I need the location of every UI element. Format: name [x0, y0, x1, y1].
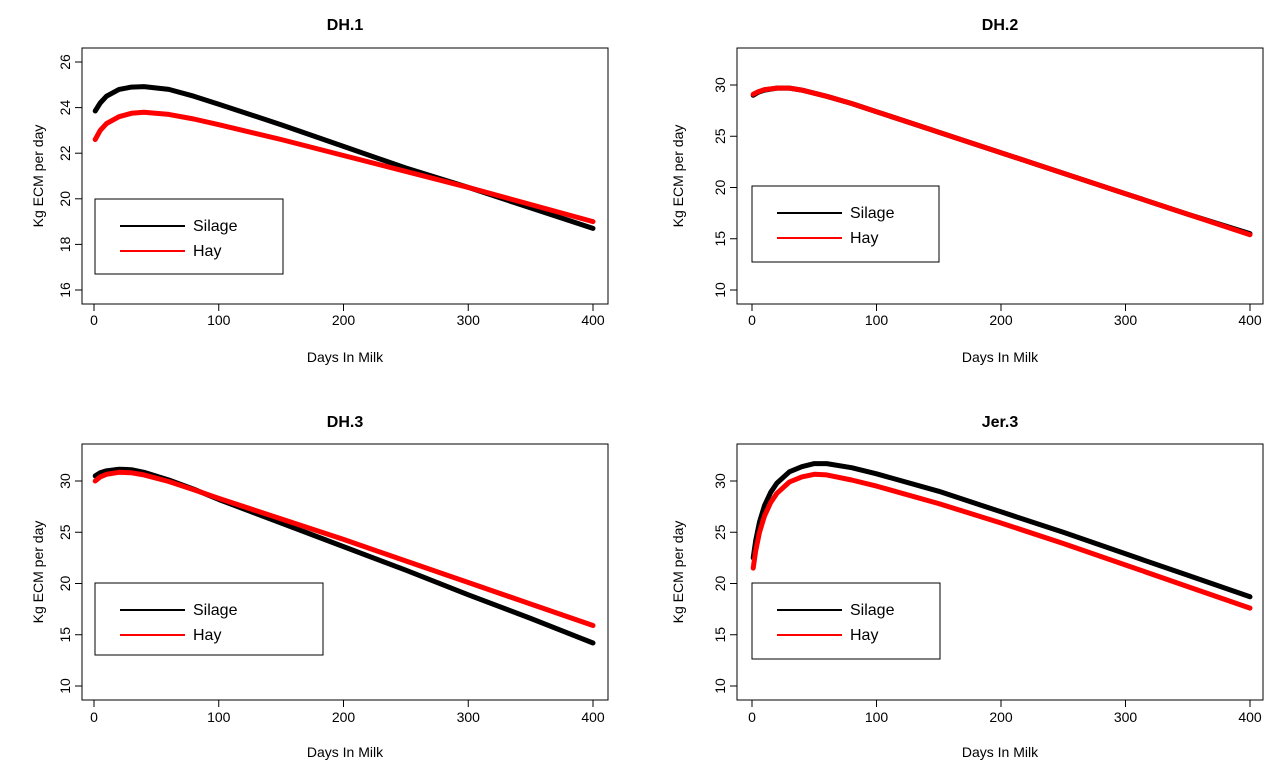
x-axis-label: Days In Milk — [307, 744, 384, 760]
y-axis-label: Kg ECM per day — [30, 125, 46, 228]
y-tick-label: 15 — [712, 231, 728, 247]
x-tick-label: 400 — [1238, 709, 1262, 725]
x-tick-label: 0 — [90, 312, 98, 328]
chart-title: DH.2 — [982, 17, 1019, 34]
series-line-hay — [92, 469, 596, 628]
legend: Silage Hay — [94, 582, 324, 656]
y-tick-label: 25 — [57, 524, 73, 540]
legend-label: Silage — [850, 205, 895, 222]
x-tick-label: 200 — [989, 709, 1013, 725]
chart-title: DH.1 — [327, 17, 364, 34]
x-tick-label: 300 — [457, 709, 481, 725]
y-axis-label: Kg ECM per day — [670, 521, 686, 624]
legend-label: Silage — [850, 602, 895, 619]
legend: Silage Hay — [94, 198, 284, 275]
legend-box — [94, 198, 284, 275]
x-tick-label: 0 — [748, 312, 756, 328]
series-line-silage — [750, 461, 1253, 600]
chart-title: Jer.3 — [982, 414, 1019, 431]
x-tick-label: 400 — [581, 709, 605, 725]
legend-label: Hay — [193, 627, 221, 644]
y-tick-label: 30 — [712, 473, 728, 489]
legend-box — [751, 185, 940, 263]
y-tick-label: 16 — [57, 282, 73, 298]
x-tick-label: 0 — [748, 709, 756, 725]
chart-panel-1: DH.1 0 100 200 300 400 Days In Milk 16 18 20 22 24 2… — [30, 17, 609, 365]
x-tick-label: 200 — [989, 312, 1013, 328]
y-tick-label: 20 — [712, 576, 728, 592]
x-tick-label: 300 — [1114, 709, 1138, 725]
y-tick-label: 15 — [57, 627, 73, 643]
legend-label: Hay — [850, 627, 878, 644]
x-axis-label: Days In Milk — [962, 349, 1039, 365]
plot-frame — [81, 443, 609, 701]
x-tick-label: 300 — [1114, 312, 1138, 328]
chart-panel-4: Jer.3 0 100 200 300 400 Days In Milk 10 15 20 25 30… — [670, 414, 1264, 760]
y-tick-label: 30 — [712, 77, 728, 93]
x-tick-label: 100 — [865, 709, 889, 725]
y-tick-label: 18 — [57, 236, 73, 252]
y-tick-label: 22 — [57, 145, 73, 161]
y-tick-label: 15 — [712, 627, 728, 643]
y-tick-label: 20 — [57, 191, 73, 207]
legend-box — [751, 582, 941, 660]
legend: Silage Hay — [751, 185, 940, 263]
x-tick-label: 200 — [332, 709, 356, 725]
y-axis-label: Kg ECM per day — [670, 125, 686, 228]
legend: Silage Hay — [751, 582, 941, 660]
y-tick-label: 25 — [712, 128, 728, 144]
y-tick-label: 26 — [57, 54, 73, 70]
legend-label: Hay — [850, 230, 878, 247]
y-tick-label: 10 — [712, 282, 728, 298]
x-tick-label: 300 — [457, 312, 481, 328]
y-tick-label: 25 — [712, 524, 728, 540]
chart-panel-2: DH.2 0 100 200 300 400 Days In Milk 10 15 20 25 30 K… — [670, 17, 1264, 365]
legend-label: Silage — [193, 218, 238, 235]
plot-frame — [736, 47, 1264, 305]
series-line-hay — [92, 109, 596, 225]
x-axis-label: Days In Milk — [962, 744, 1039, 760]
chart-title: DH.3 — [327, 414, 364, 431]
x-tick-label: 400 — [581, 312, 605, 328]
y-tick-label: 20 — [712, 180, 728, 196]
x-axis-label: Days In Milk — [307, 349, 384, 365]
y-tick-label: 30 — [57, 473, 73, 489]
y-tick-label: 20 — [57, 576, 73, 592]
series-line-hay — [750, 471, 1253, 611]
x-tick-label: 400 — [1238, 312, 1262, 328]
x-tick-label: 200 — [332, 312, 356, 328]
legend-label: Hay — [193, 243, 221, 260]
x-tick-label: 0 — [90, 709, 98, 725]
chart-panel-3: DH.3 0 100 200 300 400 Days In Milk 10 15 20 25 30 K… — [30, 414, 609, 760]
legend-label: Silage — [193, 602, 238, 619]
x-tick-label: 100 — [207, 709, 231, 725]
series-line-hay — [750, 85, 1253, 238]
legend-box — [94, 582, 324, 656]
x-tick-label: 100 — [865, 312, 889, 328]
y-tick-label: 10 — [57, 678, 73, 694]
y-tick-label: 10 — [712, 678, 728, 694]
y-axis-label: Kg ECM per day — [30, 521, 46, 624]
x-tick-label: 100 — [207, 312, 231, 328]
y-tick-label: 24 — [57, 100, 73, 116]
